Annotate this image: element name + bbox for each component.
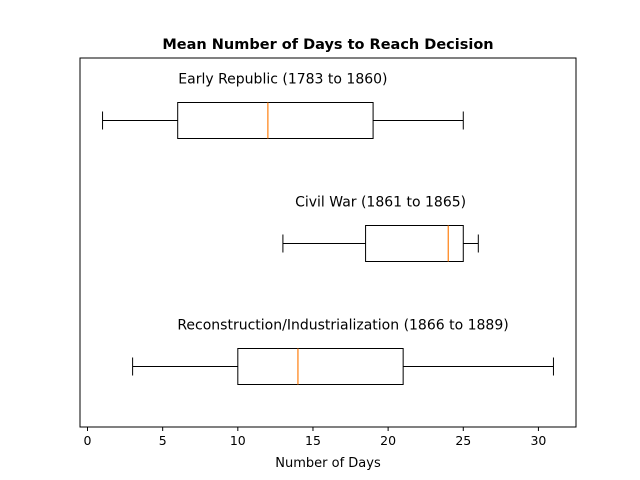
x-tick-label: 25 [455,433,471,448]
x-axis-label: Number of Days [275,456,381,471]
box-group: Reconstruction/Industrialization (1866 t… [132,318,554,385]
x-tick-label: 10 [230,433,246,448]
plot-frame [79,57,577,428]
series-label: Reconstruction/Industrialization (1866 t… [177,318,508,334]
iqr-box [177,102,374,139]
x-tick-label: 20 [380,433,396,448]
iqr-box [237,348,404,385]
box-series: Early Republic (1783 to 1860) Civil War (… [102,72,554,385]
series-label: Early Republic (1783 to 1860) [178,72,387,88]
x-tick-label: 15 [305,433,321,448]
iqr-box [365,225,464,262]
chart-title: Mean Number of Days to Reach Decision [162,37,493,53]
x-tick-label: 30 [530,433,546,448]
x-tick-label: 5 [159,433,167,448]
box-group: Early Republic (1783 to 1860) [102,72,464,139]
series-label: Civil War (1861 to 1865) [295,195,466,211]
box-group: Civil War (1861 to 1865) [282,195,479,262]
x-tick-label: 0 [84,433,92,448]
x-axis: 0 5 10 15 20 25 30 [84,427,546,448]
